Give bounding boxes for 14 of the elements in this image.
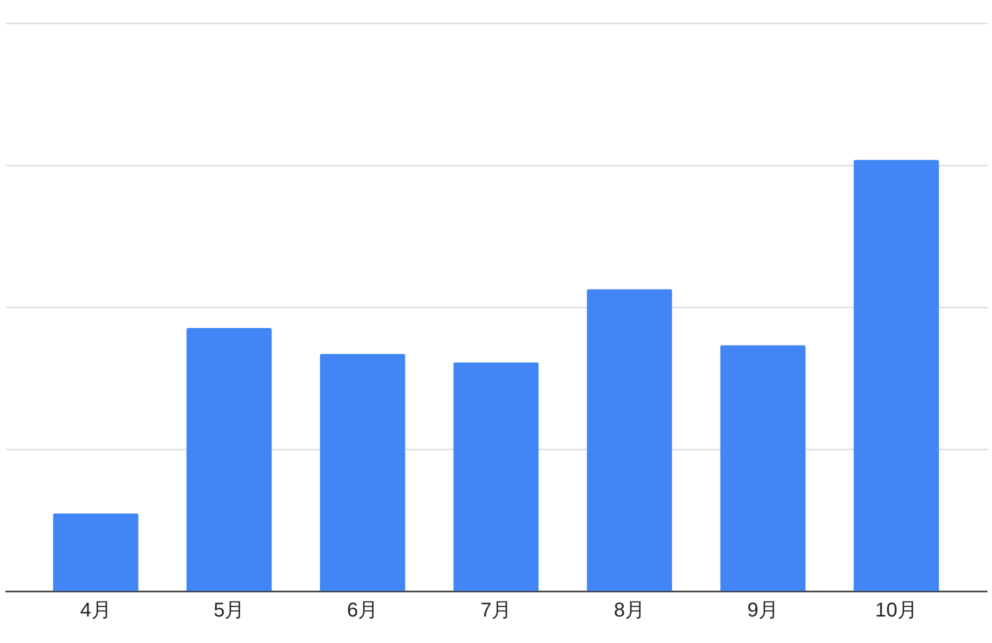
bar: [720, 345, 806, 591]
x-tick-label: 8月: [614, 600, 645, 622]
x-tick-label: 4月: [80, 600, 112, 622]
bar: [453, 362, 539, 591]
x-tick-label: 10月: [875, 600, 918, 622]
x-tick-label: 5月: [214, 600, 245, 622]
x-tick-label: 9月: [747, 600, 778, 622]
x-tick-label: 6月: [347, 600, 378, 622]
bar: [586, 289, 672, 591]
bar: [53, 513, 138, 591]
bar: [186, 328, 272, 591]
bar: [320, 354, 406, 591]
bar: [854, 160, 939, 591]
x-tick-label: 7月: [480, 600, 512, 622]
